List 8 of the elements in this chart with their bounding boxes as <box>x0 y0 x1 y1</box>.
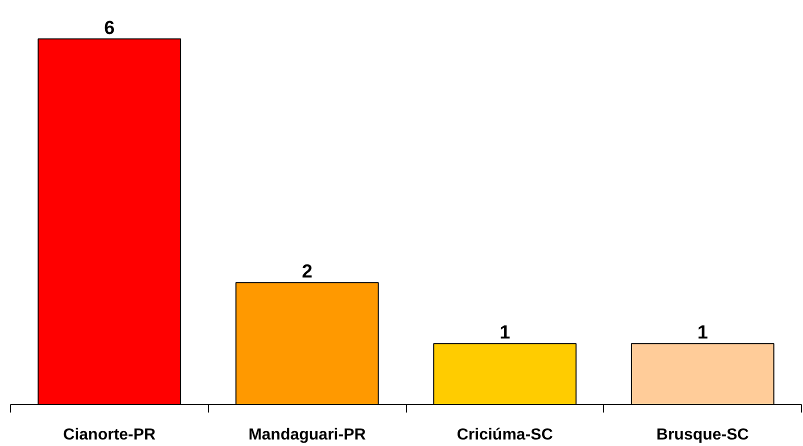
x-tick-label: Brusque-SC <box>656 426 750 444</box>
x-tick-label: Criciúma-SC <box>456 426 554 444</box>
data-label: 1 <box>500 322 511 344</box>
data-label: 6 <box>104 18 115 39</box>
x-tick-label: Mandaguari-PR <box>248 426 366 444</box>
x-tick-label: Cianorte-PR <box>63 426 156 444</box>
data-label: 1 <box>697 322 708 344</box>
data-label: 2 <box>302 262 312 283</box>
